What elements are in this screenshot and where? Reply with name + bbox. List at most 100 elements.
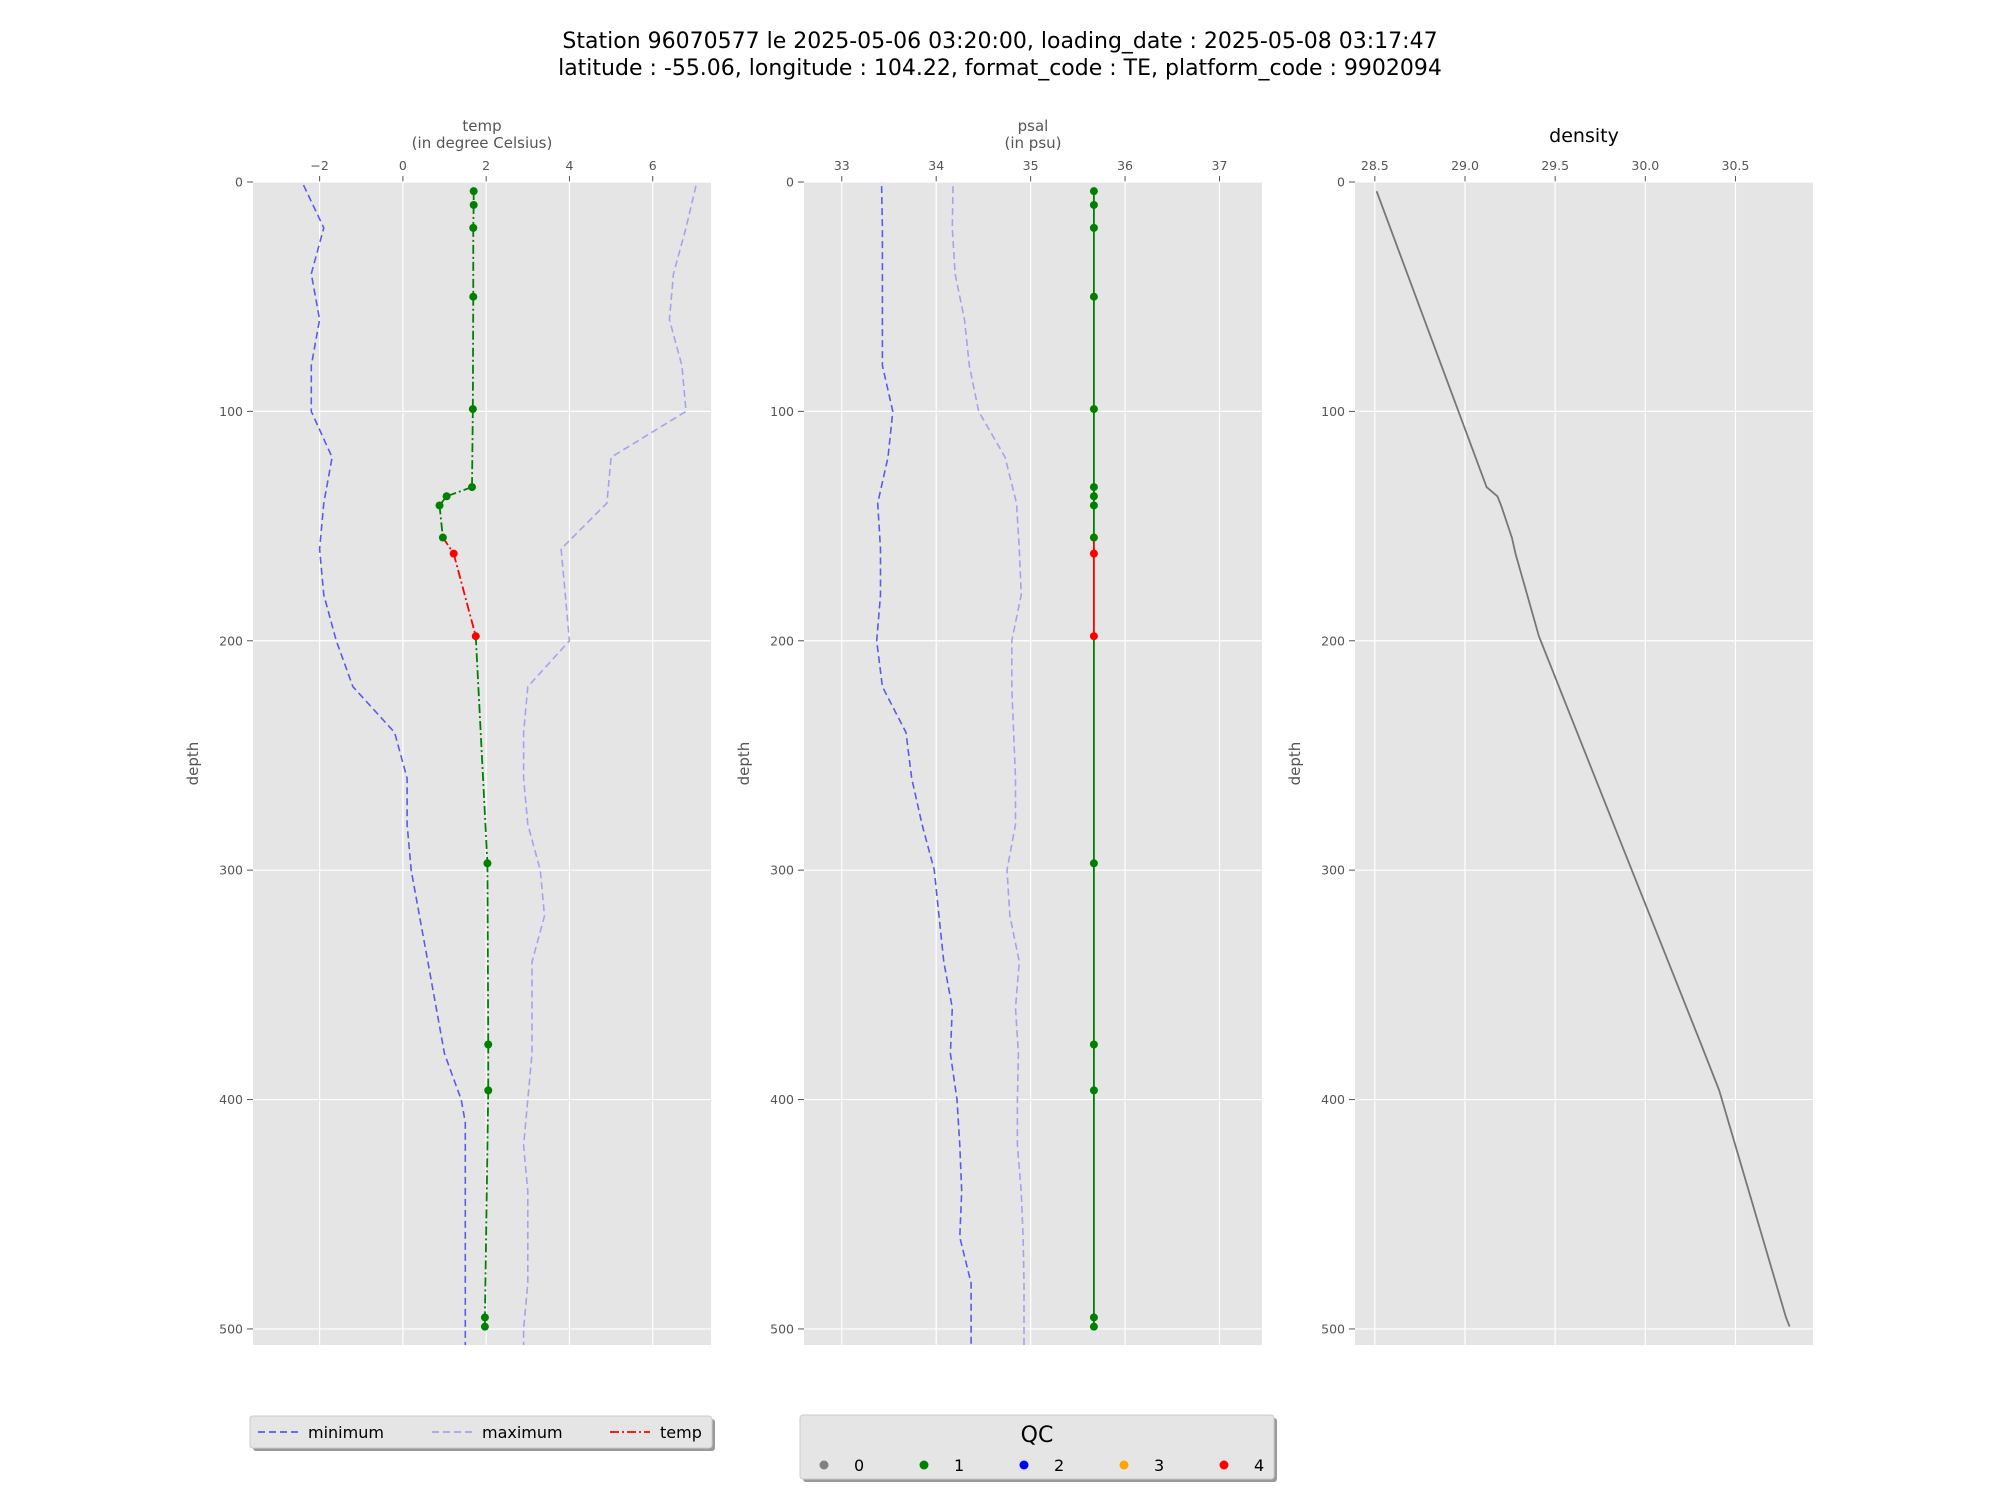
main-legend-box [249,1415,713,1449]
psal-profile-point [1089,859,1098,868]
psal-xtick-label: 35 [1023,158,1039,173]
psal-ytick-label: 100 [770,404,794,419]
density-panel: 28.5 29.0 29.5 30.0 30.5 0 100 200 300 400 500 dens… [1286,125,1813,1345]
temp-ytick-label: 0 [235,175,243,190]
psal-profile-point [1089,501,1098,510]
temp-xtick-label: 4 [565,158,573,173]
psal-profile-point [1089,1322,1098,1331]
legend-maximum-label: maximum [482,1423,563,1442]
temp-profile-segment [438,505,444,538]
psal-minimum-line [875,182,972,1345]
density-ytick-label: 200 [1321,633,1345,648]
temp-ytick-label: 200 [219,633,243,648]
temp-profile-point [469,187,478,196]
psal-ylabel: depth [735,742,753,786]
temp-xtick-label: 6 [649,158,657,173]
temp-profile-point [469,223,478,232]
temp-profile-point [480,1313,489,1322]
density-title: density [1549,125,1619,147]
density-series-group [1375,190,1791,1327]
qc-1-marker [919,1460,929,1470]
density-ytick-label: 0 [1337,175,1345,190]
psal-ytick-label: 400 [770,1092,794,1107]
temp-profile-point [438,533,447,542]
psal-plot-area [804,182,1262,1345]
psal-ytick-label: 200 [770,633,794,648]
psal-xtick-label: 37 [1212,158,1228,173]
psal-xtick-label: 34 [928,158,944,173]
psal-profile-point [1089,492,1098,501]
psal-ytick-label: 300 [770,863,794,878]
density-xtick-label: 29.0 [1451,158,1479,173]
qc-4-marker [1219,1460,1229,1470]
density-xtick-label: 29.5 [1541,158,1569,173]
temp-series-group [301,182,698,1345]
temp-xtick-label: 2 [482,158,490,173]
psal-xlabel: psal [1018,117,1049,135]
density-plot-area [1355,182,1813,1345]
temp-xlabel: temp [462,117,501,135]
temp-profile-point [435,501,444,510]
temp-profile-segment [446,486,473,498]
temp-xlabel-unit: (in degree Celsius) [412,134,553,152]
temp-ylabel: depth [184,742,202,786]
psal-ytick-label: 500 [770,1321,794,1336]
density-xtick-label: 30.0 [1631,158,1659,173]
legend-minimum-label: minimum [308,1423,384,1442]
temp-profile-segment [471,409,474,488]
temp-profile-point [469,200,478,209]
temp-profile-point [471,632,480,641]
temp-profile-point [468,405,477,414]
temp-xtick-label: 0 [399,158,407,173]
qc-1-label: 1 [954,1456,964,1475]
psal-profile-point [1089,1040,1098,1049]
temp-ytick-label: 100 [219,404,243,419]
psal-profile-point [1089,187,1098,196]
psal-profile-point [1089,549,1098,558]
temp-ytick-label: 400 [219,1092,243,1107]
qc-legend: QC 0 1 2 3 4 [799,1414,1277,1482]
temp-profile-point [442,492,451,501]
psal-maximum-line [951,182,1025,1345]
qc-0-label: 0 [854,1456,864,1475]
qc-3-marker [1119,1460,1129,1470]
temp-profile-point [480,1322,489,1331]
psal-xlabel-unit: (in psu) [1005,134,1062,152]
temp-panel: −2 0 2 4 6 0 100 200 300 400 500 temp(in degree Cel… [184,117,711,1345]
density-ylabel: depth [1286,742,1304,786]
density-ytick-label: 100 [1321,404,1345,419]
temp-xtick-label: −2 [310,158,328,173]
temp-profile-point [449,549,458,558]
temp-profile-point [468,483,477,492]
psal-profile-point [1089,223,1098,232]
qc-2-marker [1019,1460,1029,1470]
psal-profile-point [1089,483,1098,492]
qc-2-label: 2 [1054,1456,1064,1475]
psal-profile-point [1089,200,1098,209]
psal-panel: 33 34 35 36 37 0 100 200 300 400 500 psal(in psu) de… [735,117,1262,1345]
psal-profile-point [1089,1313,1098,1322]
psal-ytick-label: 0 [786,175,794,190]
qc-4-label: 4 [1254,1456,1264,1475]
temp-ytick-label: 500 [219,1321,243,1336]
temp-profile-segment [474,636,489,864]
temp-profile-segment [484,1090,490,1318]
psal-series-group [875,182,1098,1345]
density-ytick-label: 500 [1321,1321,1345,1336]
psal-xtick-label: 33 [834,158,850,173]
figure-title-line-1: Station 96070577 le 2025-05-06 03:20:00,… [562,29,1437,54]
density-xtick-label: 28.5 [1361,158,1389,173]
figure-title-line-2: latitude : -55.06, longitude : 104.22, f… [558,56,1442,81]
psal-profile-point [1089,1086,1098,1095]
psal-profile-point [1089,533,1098,542]
temp-profile-point [469,292,478,301]
temp-profile-point [484,1040,493,1049]
psal-profile-point [1089,632,1098,641]
legend-temp-label: temp [660,1423,702,1442]
main-legend: minimum maximum temp [249,1415,715,1451]
density-line [1375,190,1791,1327]
qc-0-marker [819,1460,829,1470]
density-ytick-label: 300 [1321,863,1345,878]
temp-profile-point [483,859,492,868]
